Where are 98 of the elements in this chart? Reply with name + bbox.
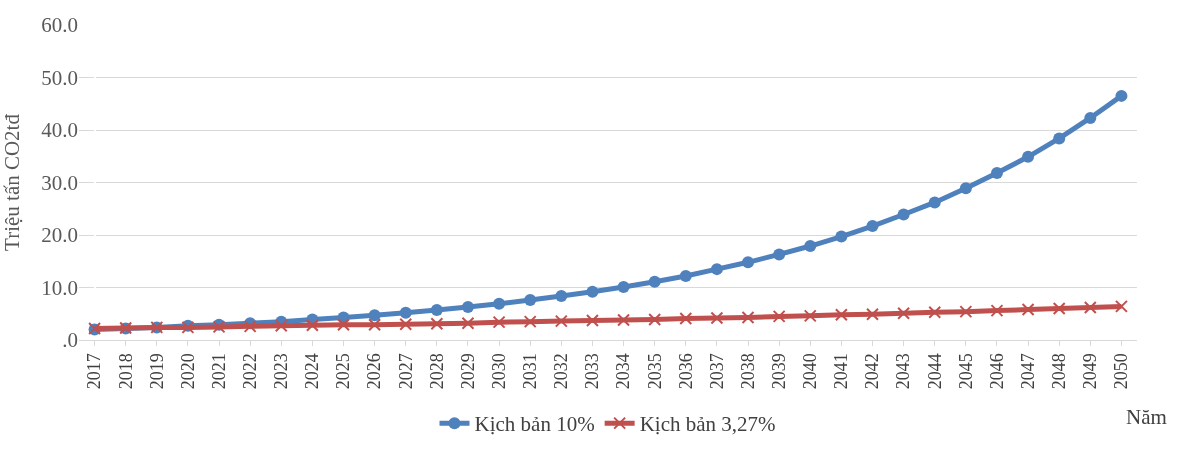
- x-tick-label: 2030: [488, 353, 509, 390]
- point: [430, 304, 443, 317]
- point: [897, 208, 910, 221]
- x-tick-label: 2025: [333, 353, 354, 390]
- point: [835, 230, 848, 243]
- point: [1115, 89, 1128, 102]
- point: [1084, 111, 1097, 124]
- point: [803, 309, 817, 323]
- point: [1022, 150, 1035, 163]
- x-tick-label: 2032: [551, 353, 572, 390]
- x-tick-label: 2036: [675, 353, 696, 390]
- x-tick-label: 2021: [208, 353, 229, 390]
- x-tick-label: 2048: [1049, 353, 1070, 390]
- x-tick-label: 2027: [395, 353, 416, 390]
- x-tick-label: 2018: [115, 353, 136, 390]
- point: [804, 240, 817, 253]
- y-tick-label: 20.0: [41, 223, 78, 248]
- x-tick-label: 2050: [1111, 353, 1132, 390]
- point: [430, 317, 444, 331]
- point: [710, 311, 724, 325]
- point: [648, 313, 662, 327]
- point: [928, 196, 941, 209]
- x-tick-label: 2022: [240, 353, 260, 390]
- x-tick-label: 2038: [737, 353, 758, 390]
- x-tick-label: 2033: [582, 353, 603, 390]
- x-tick-label: 2017: [84, 353, 105, 390]
- point: [959, 305, 973, 319]
- y-tick-label: 30.0: [41, 170, 78, 195]
- y-tick-label: 50.0: [41, 65, 78, 90]
- y-tick-label: .0: [62, 328, 78, 353]
- point: [928, 305, 942, 319]
- point: [461, 316, 475, 330]
- point: [523, 315, 537, 329]
- point: [274, 319, 288, 333]
- x-axis-title: Năm: [1126, 405, 1167, 429]
- point: [897, 306, 911, 320]
- x-tick-label: 2029: [457, 353, 478, 390]
- point: [617, 313, 631, 327]
- y-tick-label: 40.0: [41, 118, 78, 143]
- x-tick-label: 2042: [862, 353, 883, 390]
- x-tick-label: 2020: [177, 353, 198, 390]
- x-tick-label: 2035: [644, 353, 665, 390]
- point: [492, 315, 506, 329]
- point: [617, 280, 630, 293]
- point: [585, 314, 599, 328]
- point: [555, 289, 568, 302]
- point: [337, 318, 350, 332]
- point: [554, 314, 568, 328]
- x-tick-label: 2046: [986, 353, 1007, 390]
- x-tick-label: 2019: [146, 353, 167, 390]
- legend-label: Kịch bản 3,27%: [639, 412, 776, 437]
- point: [834, 308, 848, 322]
- x-tick-label: 2024: [302, 353, 323, 390]
- x-tick-label: 2045: [955, 353, 976, 390]
- x-tick-label: 2041: [831, 353, 852, 390]
- y-axis-title: Triệu tấn CO2tđ: [0, 113, 25, 251]
- point: [1053, 132, 1066, 145]
- x-tick-label: 2028: [426, 353, 447, 390]
- point: [368, 309, 381, 322]
- point: [741, 310, 755, 324]
- point: [679, 269, 692, 282]
- point: [648, 275, 661, 288]
- point: [710, 263, 723, 276]
- point: [866, 220, 879, 233]
- point: [866, 307, 879, 321]
- x-tick-label: 2047: [1017, 353, 1038, 390]
- point: [959, 182, 972, 195]
- point: [493, 297, 506, 310]
- point: [461, 300, 474, 313]
- point: [399, 317, 413, 331]
- x-tick-label: 2034: [613, 353, 634, 390]
- y-tick-label: 60.0: [41, 13, 78, 38]
- point: [772, 309, 786, 323]
- point: [1052, 302, 1066, 315]
- x-tick-label: 2039: [769, 353, 789, 390]
- point: [305, 318, 319, 332]
- x-tick-label: 2043: [893, 353, 914, 390]
- x-tick-label: 2037: [706, 353, 727, 390]
- point: [399, 306, 412, 319]
- point: [1083, 300, 1097, 314]
- point: [1021, 303, 1035, 317]
- point: [368, 318, 382, 332]
- point: [990, 167, 1003, 180]
- point: [1114, 299, 1128, 313]
- x-tick-label: 2031: [520, 353, 541, 390]
- point: [773, 248, 786, 261]
- point: [524, 294, 537, 307]
- point: [586, 285, 599, 298]
- x-tick-label: 2040: [800, 353, 821, 390]
- point: [742, 256, 755, 269]
- point: [679, 311, 693, 325]
- point: [990, 304, 1004, 318]
- x-tick-label: 2023: [271, 353, 292, 390]
- y-tick-label: 10.0: [41, 275, 78, 300]
- x-tick-label: 2049: [1080, 353, 1101, 390]
- x-tick-label: 2044: [924, 353, 945, 390]
- x-tick-label: 2026: [364, 353, 385, 390]
- legend-label: Kịch bản 10%: [474, 412, 595, 437]
